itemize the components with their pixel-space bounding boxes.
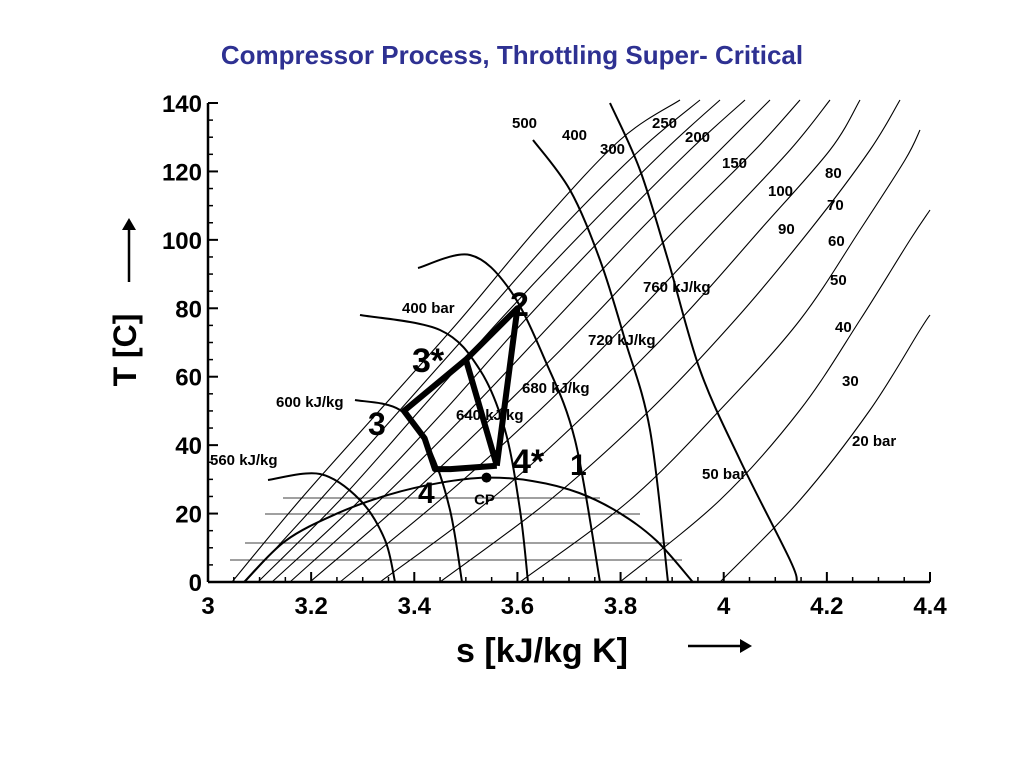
isobar-label: 250 (652, 115, 677, 132)
x-tick-label: 3.8 (604, 593, 637, 620)
x-axis-arrowhead (740, 639, 752, 653)
x-tick-label: 3.4 (398, 593, 432, 620)
isobar-line (271, 99, 746, 583)
isobar-label: 400 (562, 127, 587, 144)
x-axis-title: s [kJ/kg K] (456, 632, 628, 670)
isobar-line (339, 99, 831, 583)
isobar-line (619, 209, 931, 583)
isobar-label: 100 (768, 183, 793, 200)
axis-titles: s [kJ/kg K] T [C] (107, 218, 752, 670)
y-axis-title-group: T [C] (107, 314, 143, 387)
state-point-label: 3* (412, 342, 445, 380)
y-tick-label: 20 (175, 502, 202, 529)
x-tick-label: 4.2 (810, 593, 843, 620)
y-tick-label: 60 (175, 365, 202, 392)
y-tick-label: 100 (162, 228, 202, 255)
isenthalp-label: 600 kJ/kg (276, 394, 344, 411)
critical-point-marker (481, 472, 492, 483)
isobar-label: 300 (600, 141, 625, 158)
critical-point-label: CP (474, 492, 495, 509)
state-point-label: 1 (570, 449, 587, 482)
y-tick-label: 0 (189, 570, 202, 597)
state-points: 1 2 3* 3 4 4* (368, 286, 587, 510)
isobar-line (244, 99, 701, 583)
isobar-line (379, 99, 861, 583)
y-tick-label: 140 (162, 91, 202, 118)
isobar-line (719, 314, 931, 583)
isolines (230, 99, 931, 583)
isobar-line (519, 129, 921, 583)
isobar-label: 200 (685, 129, 710, 146)
isobar-label: 400 bar (402, 300, 455, 317)
isobar-label: 30 (842, 373, 859, 390)
y-tick-label: 120 (162, 159, 202, 186)
isobar-label: 50 (830, 272, 847, 289)
isenthalp-label: 560 kJ/kg (210, 452, 278, 469)
isobar-label: 40 (835, 319, 852, 336)
curve-labels: 500 400 300 250 200 150 100 90 80 70 60 50 40 30 20 ba… (210, 115, 896, 483)
isobar-label: 150 (722, 155, 747, 172)
isenthalp-label: 760 kJ/kg (643, 279, 711, 296)
y-axis-title: T [C] (107, 314, 143, 387)
x-tick-label: 4.4 (913, 593, 947, 620)
state-point-label: 4 (418, 477, 435, 510)
saturation-dome: CP (243, 472, 694, 583)
isenthalp-line (417, 253, 601, 583)
x-tick-label: 3.6 (501, 593, 534, 620)
y-axis-arrowhead (122, 218, 136, 230)
isobar-label: 80 (825, 165, 842, 182)
isenthalp-label: 640 kJ/kg (456, 407, 524, 424)
isenthalp-line (267, 472, 396, 583)
isobar-label: 60 (828, 233, 845, 250)
isenthalp-label: 720 kJ/kg (588, 332, 656, 349)
x-tick-label: 4 (717, 593, 731, 620)
isobar-label: 20 bar (852, 433, 896, 450)
cycle-path (401, 305, 521, 473)
isobar-label: 70 (827, 197, 844, 214)
y-tick-label: 40 (175, 433, 202, 460)
isenthalp-label: 680 kJ/kg (522, 380, 590, 397)
isobar-label: 50 bar (702, 466, 746, 483)
isobar-line (257, 99, 721, 583)
cycle-inner-path (463, 358, 500, 467)
isenthalp-line (359, 314, 529, 583)
isobar-line (231, 99, 681, 583)
y-tick-label: 80 (175, 296, 202, 323)
isobar-label: 500 (512, 115, 537, 132)
isobar-label: 90 (778, 221, 795, 238)
x-tick-label: 3.2 (294, 593, 327, 620)
isobar-line (439, 99, 901, 583)
slide-title: Compressor Process, Throttling Super- Cr… (220, 40, 804, 70)
process-cycle (401, 305, 521, 473)
state-point-label: 4* (512, 443, 545, 481)
x-tick-label: 3 (201, 593, 214, 620)
isobar-line (289, 99, 771, 583)
isobar-line (309, 99, 801, 583)
state-point-label: 2 (510, 286, 529, 324)
isenthalp-line (609, 102, 798, 583)
state-point-label: 3 (368, 406, 386, 442)
isenthalp-line (532, 139, 669, 583)
